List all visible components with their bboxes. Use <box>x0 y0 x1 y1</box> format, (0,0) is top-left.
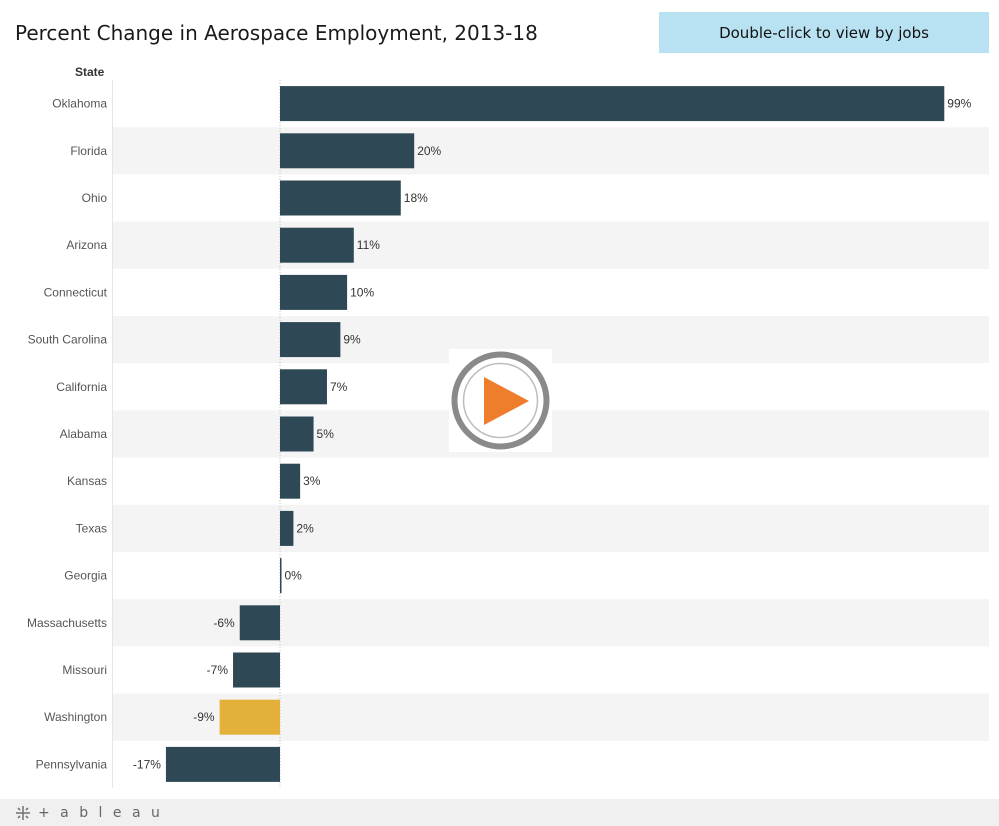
bar <box>239 605 280 641</box>
bar <box>280 463 301 499</box>
data-label: -7% <box>207 663 229 677</box>
data-label: 7% <box>330 380 348 394</box>
bar <box>280 510 294 546</box>
data-label: 18% <box>404 191 428 205</box>
data-label: 3% <box>303 474 321 488</box>
bar <box>219 699 280 735</box>
bar <box>280 133 415 169</box>
category-label: Arizona <box>66 238 107 252</box>
footer-bar: + a b l e a u <box>0 799 999 826</box>
data-label: -17% <box>133 757 161 771</box>
bar <box>233 652 280 688</box>
bar-chart: Oklahoma 99% Florida 20% Ohio 18% Arizona 11% Co… <box>27 80 989 788</box>
data-label: 0% <box>285 569 303 583</box>
bar <box>280 369 327 405</box>
row-band <box>113 221 989 269</box>
state-column-header: State <box>75 65 105 79</box>
row-band <box>113 127 989 175</box>
data-label: -9% <box>193 710 215 724</box>
category-label: Ohio <box>82 191 108 205</box>
tableau-logo-icon <box>16 806 30 820</box>
chart-title: Percent Change in Aerospace Employment, … <box>15 21 538 45</box>
data-label: 5% <box>317 427 335 441</box>
category-label: Alabama <box>60 427 108 441</box>
data-label: 11% <box>357 238 380 252</box>
data-label: -6% <box>213 616 235 630</box>
data-label: 10% <box>350 285 374 299</box>
category-label: Oklahoma <box>52 97 107 111</box>
bar <box>280 322 341 358</box>
bar <box>280 86 945 122</box>
bar <box>280 227 354 263</box>
category-label: Georgia <box>64 569 107 583</box>
bar <box>280 558 282 594</box>
tableau-link[interactable]: + a b l e a u <box>14 804 163 822</box>
data-label: 99% <box>947 97 971 111</box>
category-label: South Carolina <box>28 333 108 347</box>
category-label: Texas <box>76 521 107 535</box>
category-label: Connecticut <box>44 285 108 299</box>
bar <box>280 274 348 310</box>
view-by-jobs-button[interactable]: Double-click to view by jobs <box>659 12 989 53</box>
category-label: Missouri <box>62 663 107 677</box>
row-band <box>113 504 989 552</box>
category-label: Massachusetts <box>27 616 107 630</box>
category-label: Washington <box>44 710 107 724</box>
data-label: 20% <box>417 144 441 158</box>
category-label: California <box>56 380 107 394</box>
category-label: Florida <box>70 144 107 158</box>
category-label: Pennsylvania <box>36 757 108 771</box>
bar <box>280 416 314 452</box>
play-icon <box>451 351 550 450</box>
bar <box>165 746 280 782</box>
data-label: 2% <box>296 521 314 535</box>
category-label: Kansas <box>67 474 107 488</box>
play-button[interactable] <box>449 349 552 452</box>
data-label: 9% <box>343 333 361 347</box>
tableau-brand-label: + a b l e a u <box>38 805 163 821</box>
bar <box>280 180 401 216</box>
